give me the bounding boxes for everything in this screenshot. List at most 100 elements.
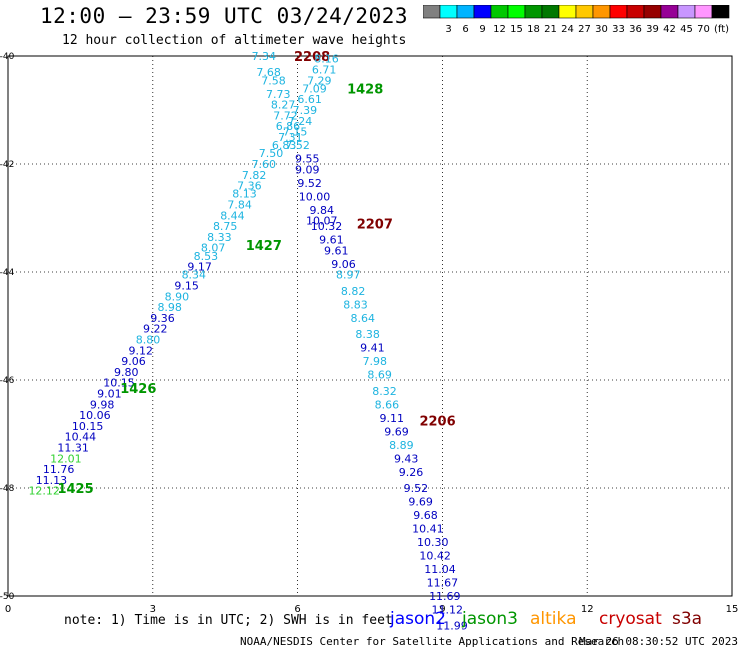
wave-height-label: 7.50 xyxy=(259,147,284,160)
wave-height-label: 7.29 xyxy=(307,74,332,87)
footnote: note: 1) Time is in UTC; 2) SWH is in fe… xyxy=(64,613,393,628)
wave-height-label: 7.09 xyxy=(302,82,327,95)
wave-height-label: 9.80 xyxy=(114,366,139,379)
scale-tick-label: 27 xyxy=(578,24,591,35)
scale-tick-label: 39 xyxy=(646,24,659,35)
wave-height-label: 6.61 xyxy=(297,93,322,106)
wave-height-label: 6.86 xyxy=(276,120,301,133)
x-tick-label: 3 xyxy=(150,604,156,615)
wave-height-label: 7.15 xyxy=(283,126,308,139)
scale-tick-label: 3 xyxy=(445,24,451,35)
wave-height-label: 8.07 xyxy=(201,242,226,255)
wave-height-label: 7.98 xyxy=(363,355,388,368)
wave-height-label: 8.16 xyxy=(314,53,339,66)
wave-height-label: 9.17 xyxy=(187,261,212,274)
wave-height-label: 12.12 xyxy=(28,485,60,498)
x-tick-label: 15 xyxy=(726,604,739,615)
scale-tick-label: 36 xyxy=(629,24,642,35)
wave-height-label: 8.83 xyxy=(343,298,368,311)
wave-height-label: 8.27 xyxy=(271,99,296,112)
wave-height-label: 9.11 xyxy=(379,412,404,425)
wave-height-label: 9.43 xyxy=(394,452,419,465)
wave-height-label: 6.71 xyxy=(312,64,337,77)
wave-height-label: 10.32 xyxy=(311,220,343,233)
wave-height-label: 11.31 xyxy=(57,442,89,455)
wave-height-label: 9.69 xyxy=(384,425,409,438)
wave-height-label: 8.34 xyxy=(182,269,207,282)
satellite-label-s3a: s3a xyxy=(672,609,703,629)
wave-height-label: 8.98 xyxy=(157,301,182,314)
wave-height-label: 8.90 xyxy=(165,290,190,303)
pass-time-label: 2206 xyxy=(419,415,455,430)
wave-height-label: 11.99 xyxy=(436,620,468,633)
satellite-label-cryosat: cryosat xyxy=(599,609,662,629)
wave-height-label: 9.36 xyxy=(150,312,175,325)
wave-height-label: 10.44 xyxy=(65,431,97,444)
scale-tick-label: 45 xyxy=(680,24,693,35)
wave-height-label: 9.12 xyxy=(128,344,153,357)
wave-height-label: 11.76 xyxy=(43,463,75,476)
wave-height-label: 7.84 xyxy=(227,199,252,212)
wave-height-label: 11.69 xyxy=(429,590,461,603)
pass-time-label: 2207 xyxy=(357,217,393,232)
wave-height-label: 8.89 xyxy=(389,439,414,452)
pass-time-label: 1425 xyxy=(57,482,93,497)
wave-height-label: 10.06 xyxy=(79,409,111,422)
wave-height-label: 9.98 xyxy=(90,398,115,411)
wave-height-label: 10.41 xyxy=(412,523,444,536)
scale-tick-label: 42 xyxy=(663,24,676,35)
wave-height-label: 9.68 xyxy=(413,509,438,522)
scale-unit-label: (ft) xyxy=(714,24,729,35)
color-scale-legend: 3 6 9 12 15 18 21 24 27 30 33 36 39 42 45 70 (ft) xyxy=(423,5,730,35)
scale-swatch xyxy=(711,5,730,19)
wave-height-label: 11.04 xyxy=(424,563,456,576)
wave-height-label: 9.61 xyxy=(324,244,349,257)
wave-height-label: 9.55 xyxy=(295,153,320,166)
wave-height-label: 11.13 xyxy=(36,474,68,487)
wave-height-label: 7.24 xyxy=(288,115,313,128)
wave-height-label: 9.84 xyxy=(309,204,334,217)
scale-tick-label: 9 xyxy=(479,24,485,35)
credit-text: NOAA/NESDIS Center for Satellite Applica… xyxy=(240,635,625,648)
wave-height-label: 8.32 xyxy=(372,385,397,398)
y-tick-label: -44 xyxy=(0,268,15,278)
wave-height-label: 7.52 xyxy=(285,139,310,152)
wave-height-label: 8.44 xyxy=(220,209,245,222)
wave-height-label: 7.31 xyxy=(278,131,303,144)
satellite-label-jason2: jason2 xyxy=(390,609,446,629)
wave-height-label: 7.73 xyxy=(266,88,291,101)
wave-height-label: 9.69 xyxy=(408,496,433,509)
y-tick-label: -50 xyxy=(0,592,15,602)
wave-height-label: 8.82 xyxy=(341,285,366,298)
y-tick-label: -48 xyxy=(0,484,15,494)
satellite-label-jason3: jason3 xyxy=(462,609,518,629)
map-frame xyxy=(7,55,733,597)
wave-height-label: 7.68 xyxy=(256,66,281,79)
wave-height-label: 9.22 xyxy=(143,323,168,336)
wave-height-label: 8.38 xyxy=(355,328,380,341)
wave-height-label: 8.66 xyxy=(375,398,400,411)
y-tick-label: -40 xyxy=(0,52,15,62)
wave-height-label: 8.53 xyxy=(194,250,219,263)
wave-height-label: 7.72 xyxy=(273,109,298,122)
wave-height-label: 9.06 xyxy=(121,355,146,368)
wave-height-label: 8.69 xyxy=(367,369,392,382)
x-tick-label: 9 xyxy=(439,604,445,615)
scale-tick-label: 18 xyxy=(527,24,540,35)
wave-height-label: 10.07 xyxy=(306,215,338,228)
wave-height-label: 8.97 xyxy=(336,269,361,282)
scale-tick-label: 30 xyxy=(595,24,608,35)
wave-height-label: 8.13 xyxy=(232,188,257,201)
wave-height-label: 11.67 xyxy=(427,577,459,590)
wave-height-label: 9.15 xyxy=(174,280,199,293)
wave-height-label: 10.15 xyxy=(72,420,104,433)
wave-height-label: 7.36 xyxy=(237,180,262,193)
scale-tick-label: 70 xyxy=(697,24,710,35)
wave-height-label: 9.61 xyxy=(319,234,344,247)
page-title: 12:00 – 23:59 UTC 03/24/2023 xyxy=(40,4,409,28)
scale-tick-label: 21 xyxy=(544,24,557,35)
pass-time-label: 1428 xyxy=(347,82,383,97)
wave-height-label: 12.01 xyxy=(50,452,82,465)
wave-height-label: 7.39 xyxy=(293,104,318,117)
